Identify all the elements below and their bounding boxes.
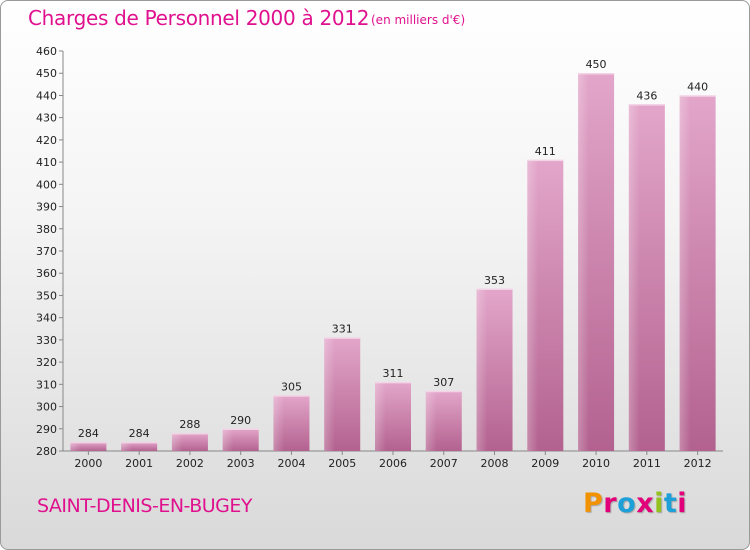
bar bbox=[121, 442, 158, 451]
y-tick-label: 290 bbox=[36, 423, 57, 436]
town-name: SAINT-DENIS-EN-BUGEY bbox=[37, 495, 253, 517]
y-tick-label: 350 bbox=[36, 289, 57, 302]
logo-letter: t bbox=[663, 488, 678, 519]
bar-highlight bbox=[527, 159, 539, 451]
logo-letter: x bbox=[636, 488, 655, 519]
y-tick-label: 420 bbox=[36, 134, 57, 147]
bar-highlight bbox=[324, 337, 336, 451]
y-tick-label: 360 bbox=[36, 267, 57, 280]
x-tick-label: 2008 bbox=[481, 457, 509, 470]
bar-highlight bbox=[171, 433, 183, 451]
bar-value-label: 331 bbox=[332, 323, 353, 336]
bar-value-label: 440 bbox=[687, 80, 708, 93]
logo-letter: P bbox=[583, 488, 604, 519]
bar-value-label: 284 bbox=[129, 427, 150, 440]
bar-highlight bbox=[679, 95, 691, 451]
bar-value-label: 450 bbox=[586, 58, 607, 71]
bar-highlight bbox=[375, 382, 386, 451]
y-tick-label: 380 bbox=[36, 223, 57, 236]
bar-value-label: 305 bbox=[281, 380, 302, 393]
y-tick-label: 410 bbox=[36, 156, 57, 169]
x-tick-label: 2001 bbox=[125, 457, 153, 470]
y-tick-label: 400 bbox=[36, 178, 57, 191]
y-tick-label: 370 bbox=[36, 245, 57, 258]
y-tick-label: 310 bbox=[36, 378, 57, 391]
y-tick-label: 280 bbox=[36, 445, 57, 458]
y-tick-label: 460 bbox=[36, 45, 57, 58]
bar-value-label: 311 bbox=[383, 367, 404, 380]
y-tick-label: 330 bbox=[36, 334, 57, 347]
bar-value-label: 353 bbox=[484, 274, 505, 287]
logo-letter: i bbox=[654, 488, 664, 519]
x-tick-label: 2011 bbox=[633, 457, 661, 470]
x-tick-label: 2004 bbox=[277, 457, 305, 470]
logo-letter: i bbox=[677, 488, 688, 519]
x-tick-label: 2005 bbox=[328, 457, 356, 470]
y-tick-label: 440 bbox=[36, 89, 57, 102]
bar-highlight bbox=[222, 428, 234, 451]
x-tick-label: 2010 bbox=[582, 457, 610, 470]
x-tick-label: 2002 bbox=[176, 457, 204, 470]
y-tick-label: 340 bbox=[36, 312, 57, 325]
bar-highlight bbox=[476, 288, 488, 451]
bar-value-label: 284 bbox=[78, 427, 99, 440]
chart-subtitle: (en milliers d'€) bbox=[371, 13, 466, 27]
x-tick-label: 2003 bbox=[227, 457, 255, 470]
bar-highlight bbox=[273, 395, 285, 451]
bar-value-label: 288 bbox=[179, 418, 200, 431]
bar-value-label: 307 bbox=[433, 376, 454, 389]
bar-highlight bbox=[121, 442, 132, 451]
x-tick-label: 2007 bbox=[430, 457, 458, 470]
chart-title: Charges de Personnel 2000 à 2012 bbox=[28, 6, 370, 30]
bar-value-label: 411 bbox=[535, 145, 556, 158]
bar-highlight bbox=[628, 104, 640, 451]
logo-letter: r bbox=[603, 488, 618, 519]
x-tick-label: 2006 bbox=[379, 457, 407, 470]
y-tick-label: 320 bbox=[36, 356, 57, 369]
bar-value-label: 436 bbox=[636, 89, 657, 102]
bar-highlight bbox=[578, 73, 589, 451]
x-tick-label: 2009 bbox=[531, 457, 559, 470]
y-tick-label: 300 bbox=[36, 401, 57, 414]
proxiti-logo: Proxiti bbox=[583, 488, 687, 519]
logo-letter: o bbox=[617, 488, 637, 519]
bar-highlight bbox=[70, 442, 82, 451]
bar-value-label: 290 bbox=[230, 414, 251, 427]
y-tick-label: 390 bbox=[36, 201, 57, 214]
y-tick-label: 430 bbox=[36, 112, 57, 125]
x-tick-label: 2012 bbox=[684, 457, 712, 470]
y-tick-label: 450 bbox=[36, 67, 57, 80]
bar-highlight bbox=[425, 391, 437, 451]
x-tick-label: 2000 bbox=[74, 457, 102, 470]
bar bbox=[70, 442, 107, 451]
